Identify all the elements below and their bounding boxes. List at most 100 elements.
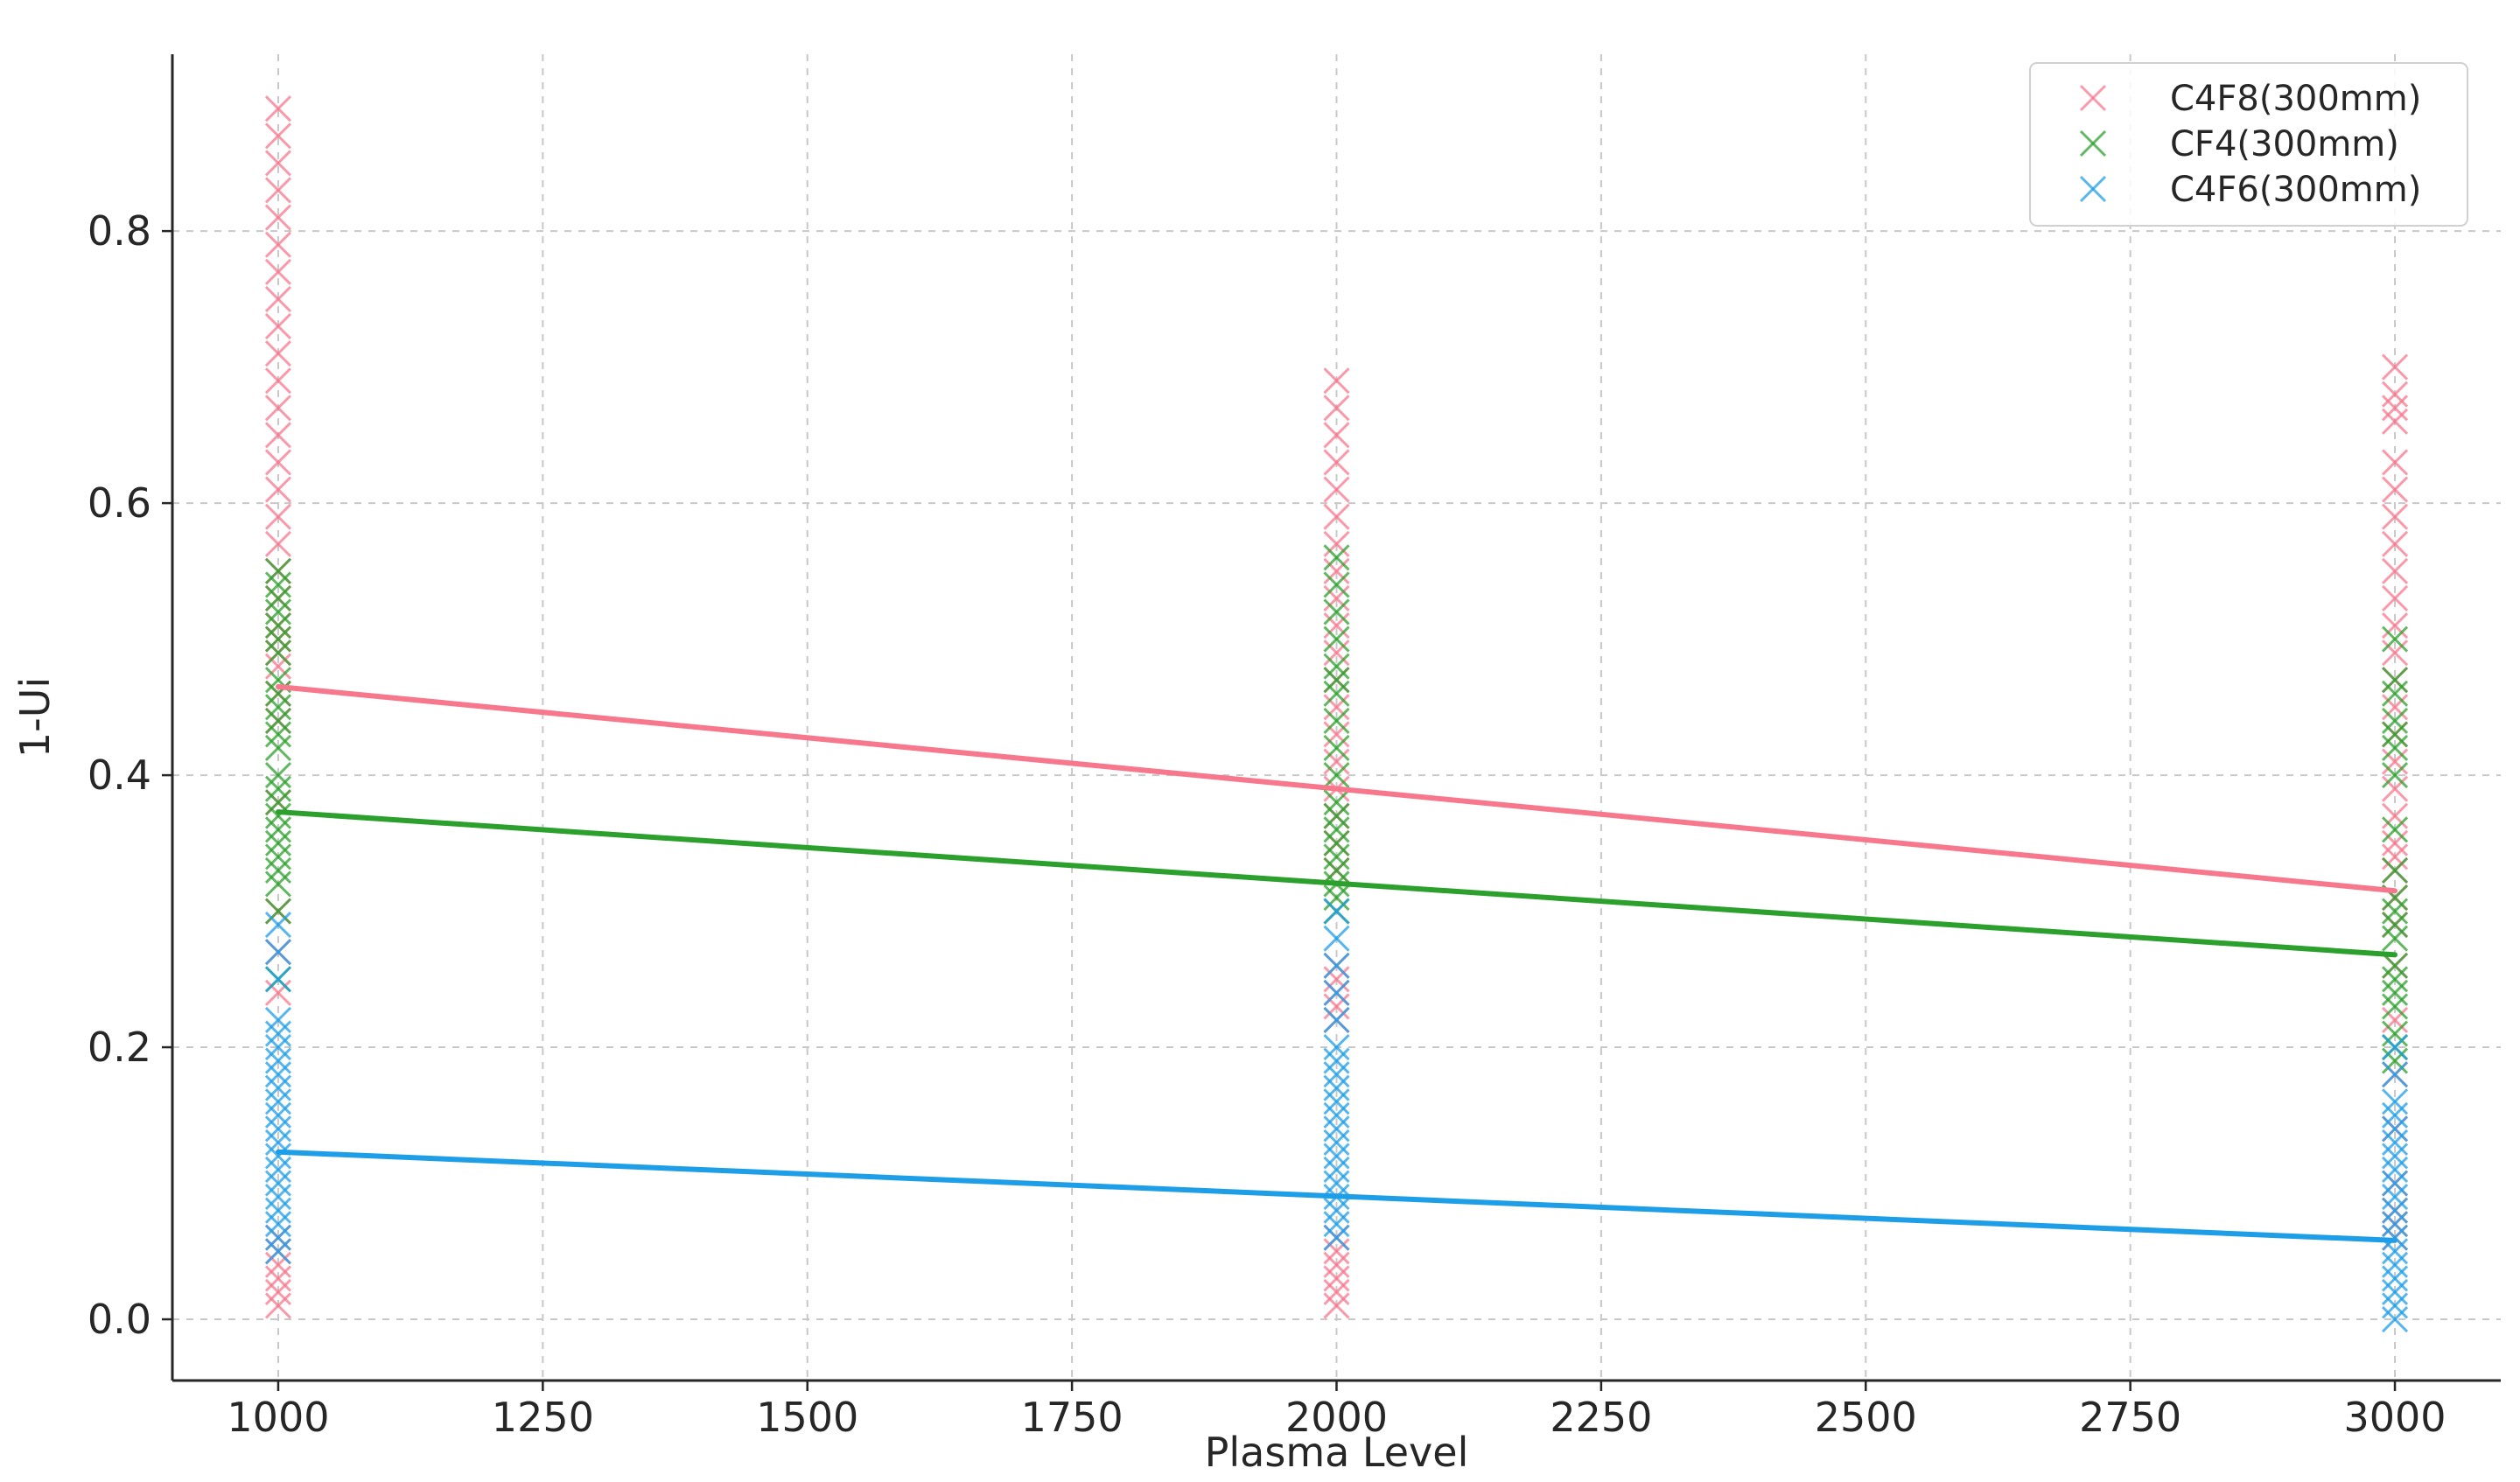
data-point [1323, 584, 1350, 612]
data-point [264, 177, 292, 204]
data-point [264, 1061, 292, 1088]
data-point [264, 979, 292, 1006]
marker-stroke [1323, 1101, 1350, 1129]
marker-stroke [1323, 802, 1350, 829]
marker-stroke [1323, 748, 1350, 775]
y-tick-label: 0.8 [88, 207, 151, 255]
marker-stroke [2381, 680, 2409, 707]
marker-stroke [264, 707, 292, 734]
marker-stroke [2381, 1224, 2409, 1251]
data-point [2381, 381, 2409, 408]
marker-stroke [2381, 775, 2409, 802]
marker-stroke [2381, 353, 2409, 381]
data-point [264, 95, 292, 122]
data-point [1323, 598, 1350, 626]
marker-stroke [264, 1170, 292, 1197]
marker-stroke [2381, 912, 2409, 939]
marker-stroke [1323, 1061, 1350, 1088]
marker-stroke [264, 422, 292, 449]
marker-stroke [1323, 557, 1350, 584]
marker-stroke [1323, 1115, 1350, 1143]
data-point [264, 1006, 292, 1034]
marker-stroke [1323, 694, 1350, 721]
x-axis-title: Plasma Level [1205, 1429, 1469, 1476]
data-point [2381, 1129, 2409, 1156]
data-point [1323, 1265, 1350, 1292]
data-point [2381, 1197, 2409, 1224]
marker-stroke [2381, 829, 2409, 856]
marker-stroke [2381, 476, 2409, 503]
marker-stroke [264, 1197, 292, 1224]
data-point [1323, 503, 1350, 530]
marker-stroke [1323, 584, 1350, 612]
marker-stroke [264, 598, 292, 626]
data-point [264, 966, 292, 993]
marker-stroke [264, 775, 292, 802]
data-point [264, 530, 292, 557]
data-point [264, 612, 292, 640]
marker-stroke [264, 1265, 292, 1292]
marker-stroke [2079, 175, 2107, 203]
data-point [1323, 571, 1350, 598]
marker-stroke [2381, 408, 2409, 435]
data-point [264, 816, 292, 843]
y-tick-label: 0.6 [88, 479, 151, 527]
data-point [1323, 530, 1350, 557]
marker-stroke [264, 816, 292, 843]
marker-stroke [264, 258, 292, 285]
marker-stroke [2381, 1278, 2409, 1305]
data-point [264, 694, 292, 721]
marker-stroke [1323, 530, 1350, 557]
marker-stroke [264, 530, 292, 557]
marker-stroke [1323, 1033, 1350, 1061]
marker-stroke [264, 395, 292, 422]
legend-marker [2079, 129, 2107, 157]
marker-stroke [2381, 843, 2409, 870]
x-tick-label: 2250 [1550, 1394, 1652, 1441]
marker-stroke [1323, 1156, 1350, 1184]
marker-stroke [2381, 640, 2409, 667]
data-point [1323, 925, 1350, 952]
data-point [1323, 734, 1350, 762]
data-point [2381, 476, 2409, 503]
data-point [1323, 1143, 1350, 1170]
marker-stroke [264, 626, 292, 653]
marker-stroke [264, 856, 292, 884]
marker-stroke [2381, 762, 2409, 789]
data-point [264, 598, 292, 626]
data-point [1323, 1129, 1350, 1156]
data-point [2381, 530, 2409, 557]
data-point [1323, 1197, 1350, 1224]
data-point [2381, 912, 2409, 939]
data-point [264, 870, 292, 898]
marker-stroke [2381, 884, 2409, 912]
marker-stroke [264, 979, 292, 1006]
data-point [2381, 694, 2409, 721]
marker-stroke [2381, 667, 2409, 694]
marker-stroke [1323, 1143, 1350, 1170]
marker-stroke [2381, 530, 2409, 557]
marker-stroke [264, 1047, 292, 1074]
data-point [2381, 802, 2409, 829]
series-3-points [264, 898, 2409, 1333]
data-point [2381, 353, 2409, 381]
marker-stroke [1323, 843, 1350, 870]
marker-stroke [2381, 381, 2409, 408]
data-point [1323, 667, 1350, 694]
data-point [264, 1278, 292, 1305]
marker-stroke [1323, 367, 1350, 395]
data-point [2381, 1251, 2409, 1278]
marker-stroke [264, 122, 292, 150]
marker-stroke [2381, 626, 2409, 653]
x-tick-label: 2750 [2079, 1394, 2181, 1441]
marker-stroke [1323, 667, 1350, 694]
data-point [2381, 1020, 2409, 1047]
marker-stroke [1323, 395, 1350, 422]
marker-stroke [1323, 640, 1350, 667]
marker-stroke [264, 1115, 292, 1143]
data-point [1323, 640, 1350, 667]
data-point [2381, 1184, 2409, 1211]
marker-stroke [2381, 1305, 2409, 1333]
data-point [2381, 952, 2409, 979]
data-point [264, 1238, 292, 1265]
